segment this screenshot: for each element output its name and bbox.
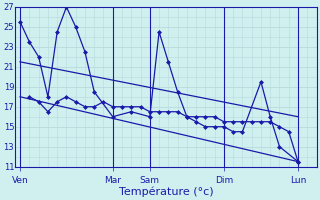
X-axis label: Température (°c): Température (°c) xyxy=(119,186,213,197)
